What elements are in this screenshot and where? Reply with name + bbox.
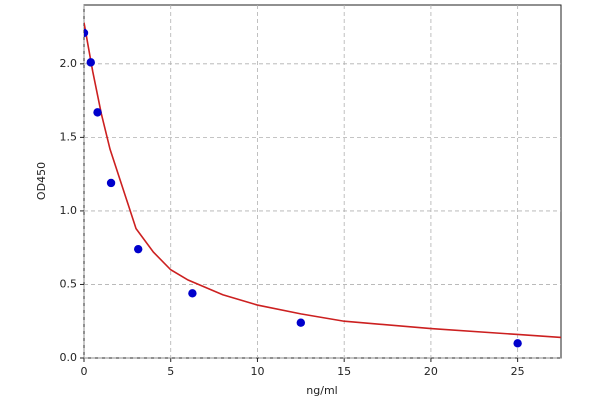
data-point <box>84 28 89 38</box>
x-tick-label: 0 <box>81 365 88 378</box>
data-point <box>188 289 197 298</box>
data-point <box>93 108 102 117</box>
x-tick-label: 15 <box>337 365 351 378</box>
data-point <box>106 178 116 188</box>
data-point <box>513 339 522 348</box>
x-tick-label: 10 <box>250 365 264 378</box>
x-tick-label: 20 <box>424 365 438 378</box>
y-tick-label: 0.0 <box>60 351 78 364</box>
x-tick-label: 5 <box>167 365 174 378</box>
x-tick-label: 25 <box>511 365 525 378</box>
y-tick-label: 0.5 <box>60 277 78 290</box>
data-point <box>86 58 95 67</box>
y-axis-label: OD450 <box>35 162 48 200</box>
y-tick-label: 1.5 <box>60 130 78 143</box>
data-point <box>134 244 143 254</box>
fit-curve <box>84 22 561 339</box>
plot-frame <box>83 4 562 359</box>
data-point <box>296 318 306 327</box>
y-tick-label: 1.0 <box>60 204 78 217</box>
x-axis-label: ng/ml <box>306 384 337 397</box>
y-tick-label: 2.0 <box>60 57 78 70</box>
